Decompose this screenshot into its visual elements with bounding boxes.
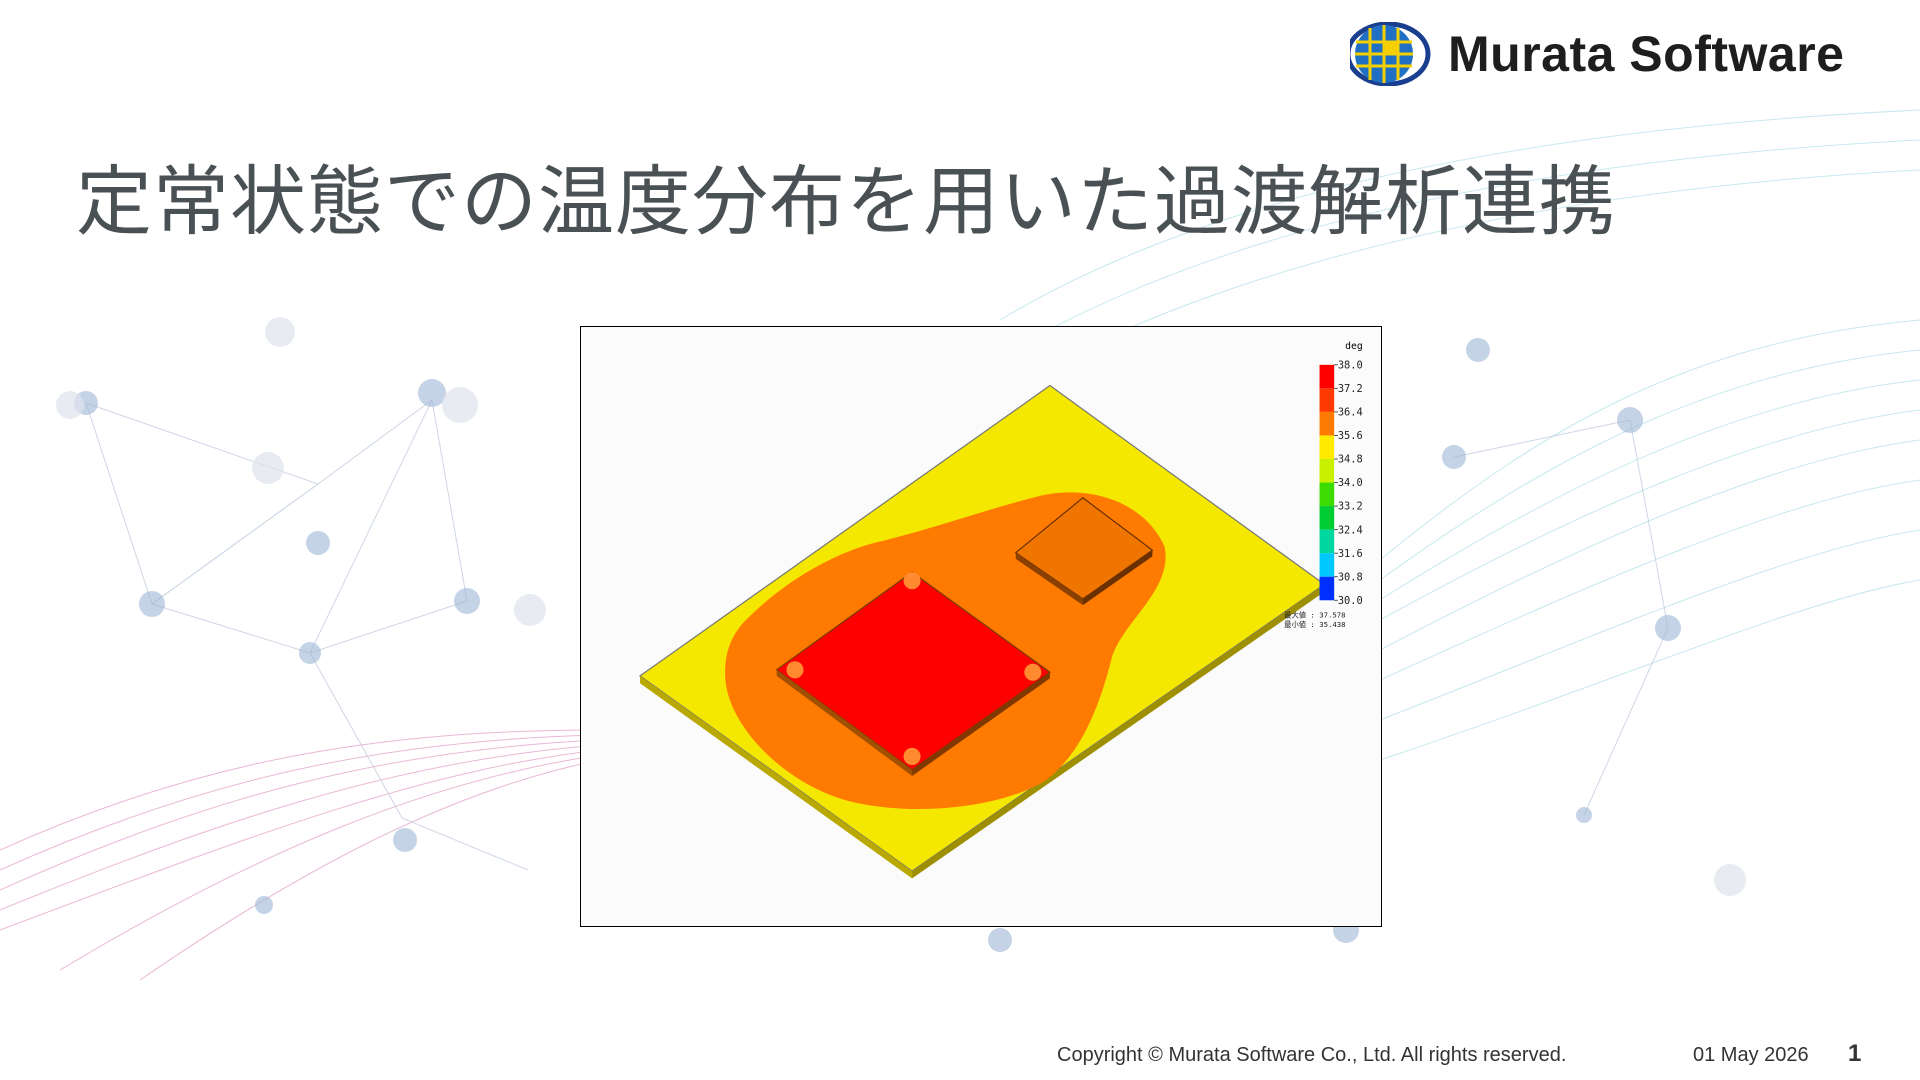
- legend-label: 34.0: [1338, 477, 1363, 489]
- legend-label: 37.2: [1338, 383, 1363, 395]
- chip-small: [1014, 497, 1154, 600]
- chip-edge: [1082, 550, 1153, 606]
- chip-edge: [776, 669, 913, 776]
- legend-min: 最小値 : 35.438: [1284, 620, 1345, 629]
- simulation-figure: deg 38.0 37.2 36.4 35.6 34.8 34.0 33.2 32.4 31.6 3…: [580, 326, 1382, 927]
- legend-swatch: [1319, 553, 1335, 577]
- legend-swatch: [1319, 458, 1335, 483]
- legend-swatch: [1319, 411, 1335, 436]
- temperature-plot: deg 38.0 37.2 36.4 35.6 34.8 34.0 33.2 32.4 31.6 3…: [638, 341, 1363, 879]
- chip-large: [775, 571, 1051, 771]
- legend-unit: deg: [1345, 341, 1363, 352]
- legend-label: 38.0: [1338, 359, 1363, 371]
- page-number: 1: [1848, 1040, 1862, 1067]
- slide-title: 定常状態での温度分布を用いた過渡解析連携: [76, 157, 1616, 246]
- legend-label: 35.6: [1338, 430, 1363, 442]
- legend-swatch: [1319, 435, 1335, 459]
- legend-label: 33.2: [1338, 501, 1363, 513]
- legend-swatch: [1319, 576, 1335, 601]
- legend-swatch: [1319, 482, 1335, 507]
- chip-corners: [786, 572, 1042, 765]
- logo-text: Murata Software: [1448, 26, 1845, 82]
- date: 01 May 2026: [1693, 1044, 1809, 1066]
- chip-edge: [912, 672, 1050, 776]
- board-edge: [912, 584, 1325, 879]
- legend-label: 30.8: [1338, 571, 1363, 583]
- copyright: Copyright © Murata Software Co., Ltd. Al…: [1057, 1044, 1567, 1066]
- legend-label: 34.8: [1338, 454, 1363, 466]
- legend-label: 30.0: [1338, 595, 1363, 607]
- legend-swatch: [1319, 506, 1335, 530]
- board-edge: [640, 675, 913, 879]
- logo: Murata Software: [1350, 22, 1844, 86]
- legend-max: 最大値 : 37.578: [1284, 610, 1345, 619]
- legend-swatch: [1319, 529, 1335, 554]
- color-legend: deg 38.0 37.2 36.4 35.6 34.8 34.0 33.2 32.4 31.6 3…: [1284, 341, 1363, 629]
- legend-swatch: [1319, 364, 1335, 389]
- logo-globe: [1350, 22, 1431, 86]
- legend-label: 31.6: [1338, 548, 1363, 560]
- legend-swatch: [1319, 388, 1335, 412]
- legend-label: 36.4: [1338, 407, 1363, 419]
- legend-label: 32.4: [1338, 524, 1363, 536]
- chip-edge: [1015, 552, 1083, 606]
